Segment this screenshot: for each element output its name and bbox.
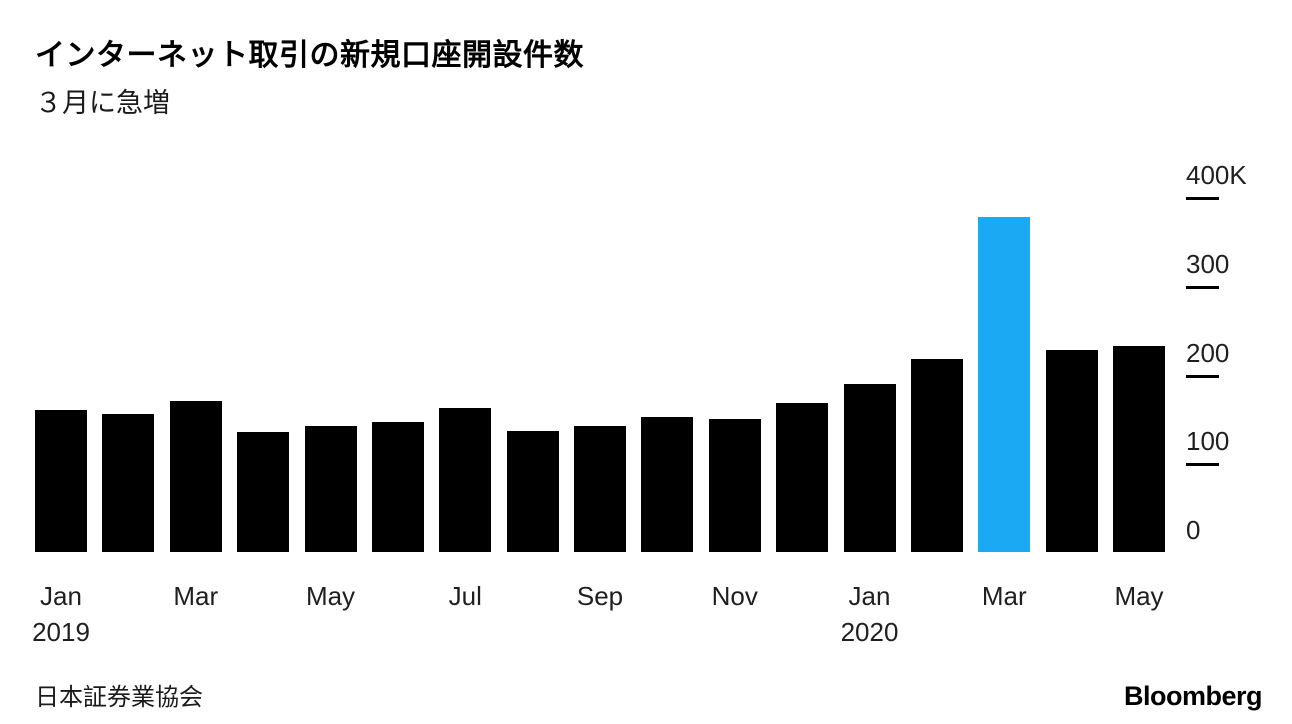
x-tick-month: Mar [981,581,1027,611]
bar-jan-2020 [843,384,896,552]
y-tick-mark [1186,286,1219,290]
bloomberg-logo: Bloomberg [1123,681,1263,711]
y-tick-label: 100 [1186,426,1230,457]
x-axis: Jan 2019 Mar May Jul Sep Nov Jan 2020 Mar May [32,552,1165,647]
x-tick-label: Jul [405,580,525,612]
x-tick-month: May [1114,581,1164,611]
chart-subtitle: ３月に急増 [35,88,170,118]
bar-may-2020 [1113,346,1165,552]
chart-header: インターネット取引の新規口座開設件数 ３月に急増 [35,38,1262,120]
x-tick-label: May [1079,580,1199,612]
y-tick-label: 400K [1186,160,1247,191]
y-tick-label: 300 [1186,249,1230,280]
y-tick-label: 0 [1186,515,1201,545]
chart-footer: 日本証券業協会 Bloomberg [35,677,1263,712]
y-axis: 400K 300 200 100 0 [1186,160,1292,552]
chart-title: インターネット取引の新規口座開設件数 [35,39,584,72]
y-tick-mark [1186,197,1219,201]
x-tick-label: Mar [136,580,256,612]
y-tick-label: 200 [1186,337,1230,368]
x-tick-year: 2019 [32,617,90,647]
bar-may-2019 [304,426,357,552]
x-tick-label: May [271,580,391,612]
y-tick-mark [1186,374,1219,378]
bar-sep-2019 [574,426,626,552]
x-tick-month: Mar [173,581,219,611]
x-tick-month: Sep [576,581,624,611]
x-tick-label: Sep [540,580,660,612]
y-tick-mark [1186,463,1219,467]
x-tick-label: Mar [944,580,1064,612]
bar-chart: 400K 300 200 100 0 Jan 2019 Mar May Jul Sep Nov Jan… [32,160,1262,647]
x-tick-year: 2020 [840,617,899,647]
bar-jun-2019 [371,422,424,552]
bar-mar-2020 [978,217,1031,552]
bar-apr-2019 [237,432,290,552]
plot-area [35,162,1165,552]
x-tick-label: Nov [675,580,795,612]
bar-feb-2020 [910,359,963,552]
x-tick-month: Jan [40,581,82,611]
bar-dec-2019 [776,403,829,552]
bar-feb-2019 [102,414,155,552]
x-tick-month: Jul [448,581,482,611]
bar-mar-2019 [169,401,222,552]
bar-jan-2019 [35,410,87,552]
x-tick-month: Nov [711,581,758,611]
bar-aug-2019 [506,431,559,552]
x-tick-label: Jan 2020 [810,580,930,648]
bar-oct-2019 [641,417,694,552]
x-tick-label: Jan 2019 [1,580,121,648]
x-tick-month: Jan [848,581,891,611]
x-tick-month: May [305,581,356,611]
bar-nov-2019 [708,419,761,552]
source-label: 日本証券業協会 [35,684,203,711]
bar-jul-2019 [439,408,492,552]
bar-apr-2020 [1045,350,1098,552]
